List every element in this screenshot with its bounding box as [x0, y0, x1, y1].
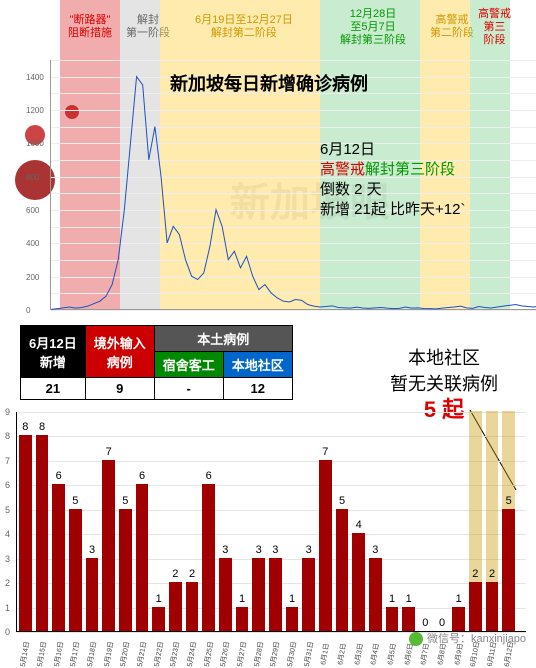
bar — [452, 607, 465, 631]
wechat-footer: 微信号：kanxinjiapo — [409, 630, 526, 646]
phase-label: 6月19日至12月27日 解封第二阶段 — [195, 14, 293, 40]
bar-value-label: 6 — [139, 470, 145, 482]
bar-x-label: 5月18日 — [85, 640, 99, 667]
unlinked-cases-bar-chart: 012345678985月14日85月15日65月16日55月17日35月18日… — [16, 412, 526, 632]
bar — [186, 582, 199, 631]
bar-value-label: 3 — [372, 544, 378, 556]
bar-value-label: 7 — [322, 446, 328, 458]
bar-x-label: 6月4日 — [369, 642, 383, 665]
table-cell: 9 — [85, 378, 154, 400]
bar-x-label: 5月25日 — [202, 640, 216, 667]
bar-value-label: 0 — [439, 617, 445, 629]
bar — [19, 435, 32, 631]
bar-value-label: 2 — [172, 568, 178, 580]
bar-value-label: 5 — [72, 495, 78, 507]
bar-value-label: 5 — [339, 495, 345, 507]
bar-x-label: 6月5日 — [385, 642, 399, 665]
bar — [86, 558, 99, 631]
bar-x-label: 5月30日 — [285, 640, 299, 667]
bar — [169, 582, 182, 631]
cases-breakdown-table: 6月12日 新增境外输入 病例本土病例宿舍客工本地社区 219-12 — [20, 325, 293, 400]
bar-value-label: 5 — [122, 495, 128, 507]
bar — [219, 558, 232, 631]
bar — [152, 607, 165, 631]
table-cell: 12 — [223, 378, 292, 400]
bar-x-label: 6月3日 — [352, 642, 366, 665]
bar-value-label: 2 — [189, 568, 195, 580]
bar-value-label: 3 — [256, 544, 262, 556]
bar — [202, 484, 215, 631]
phase-label: 12月28日 至5月7日 解封第三阶段 — [340, 8, 406, 47]
bar-x-label: 5月24日 — [185, 640, 199, 667]
bar-value-label: 1 — [406, 593, 412, 605]
bar-value-label: 6 — [206, 470, 212, 482]
bar-value-label: 1 — [456, 593, 462, 605]
bar-value-label: 8 — [39, 421, 45, 433]
bar-x-label: 5月31日 — [302, 640, 316, 667]
bar — [102, 460, 115, 631]
bar — [269, 558, 282, 631]
bar — [52, 484, 65, 631]
bar-value-label: 2 — [472, 568, 478, 580]
bar-x-label: 5月28日 — [252, 640, 266, 667]
top-chart-annotation: 6月12日高警戒解封第三阶段倒数 2 天新增 21起 比昨天+12` — [320, 140, 465, 220]
bar-x-label: 5月19日 — [102, 640, 116, 667]
bar-value-label: 1 — [156, 593, 162, 605]
bar-x-label: 5月14日 — [18, 640, 32, 667]
bar-value-label: 5 — [506, 495, 512, 507]
phase-label: 高警戒 第三 阶段 — [478, 8, 511, 47]
bar — [386, 607, 399, 631]
bar — [352, 533, 365, 631]
phase-label: 高警戒 第二阶段 — [430, 14, 474, 40]
bar — [319, 460, 332, 631]
bar-value-label: 6 — [56, 470, 62, 482]
bar — [236, 607, 249, 631]
table-cell: 21 — [21, 378, 86, 400]
bar-value-label: 1 — [289, 593, 295, 605]
bar-x-label: 5月22日 — [152, 640, 166, 667]
phase-label: "断路器" 阻断措施 — [68, 14, 112, 40]
bar-x-label: 5月29日 — [268, 640, 282, 667]
bar — [69, 509, 82, 631]
table-header: 本地社区 — [223, 352, 292, 378]
bar-value-label: 3 — [272, 544, 278, 556]
table-header: 境外输入 病例 — [85, 326, 154, 378]
bar-value-label: 3 — [222, 544, 228, 556]
wechat-icon — [409, 632, 423, 646]
table-header: 本土病例 — [154, 326, 292, 352]
bar-x-label: 5月20日 — [118, 640, 132, 667]
bar-x-label: 5月26日 — [218, 640, 232, 667]
bar-value-label: 7 — [106, 446, 112, 458]
bar-x-label: 5月15日 — [35, 640, 49, 667]
bar-x-label: 5月27日 — [235, 640, 249, 667]
bar-x-label: 6月2日 — [335, 642, 349, 665]
bar-value-label: 3 — [306, 544, 312, 556]
table-header: 6月12日 新增 — [21, 326, 86, 378]
bar-x-label: 5月17日 — [68, 640, 82, 667]
bar-x-label: 5月21日 — [135, 640, 149, 667]
bar — [119, 509, 132, 631]
bar — [402, 607, 415, 631]
bar — [336, 509, 349, 631]
bar-value-label: 2 — [489, 568, 495, 580]
bar-value-label: 3 — [89, 544, 95, 556]
bar-x-label: 6月1日 — [319, 642, 333, 665]
bar — [36, 435, 49, 631]
bar-value-label: 4 — [356, 519, 362, 531]
bar-x-label: 5月16日 — [52, 640, 66, 667]
bar — [136, 484, 149, 631]
bar — [369, 558, 382, 631]
bar-value-label: 1 — [239, 593, 245, 605]
bar-value-label: 8 — [22, 421, 28, 433]
table-cell: - — [154, 378, 223, 400]
bar — [302, 558, 315, 631]
bar — [286, 607, 299, 631]
top-chart-title: 新加坡每日新增确诊病例 — [170, 70, 368, 96]
bar-value-label: 1 — [389, 593, 395, 605]
bar-x-label: 5月23日 — [168, 640, 182, 667]
bar — [252, 558, 265, 631]
bar-value-label: 0 — [422, 617, 428, 629]
table-header: 宿舍客工 — [154, 352, 223, 378]
